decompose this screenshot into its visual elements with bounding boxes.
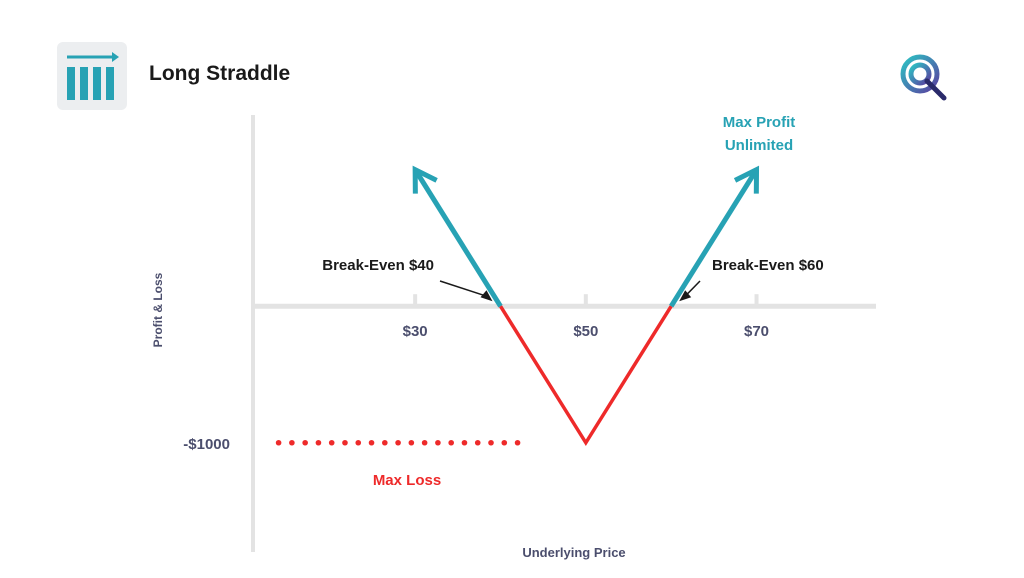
max-loss-dot (382, 439, 388, 446)
max-loss-dot (328, 439, 335, 446)
series-profit-right (669, 168, 759, 308)
page-title: Long Straddle (149, 62, 291, 85)
max-loss-dot (514, 439, 521, 446)
max-loss-dot (408, 439, 415, 446)
max-loss-dot (342, 439, 348, 446)
x-tick-label: $50 (573, 323, 598, 340)
annotation-break-even-40: Break-Even $40 (322, 257, 434, 274)
max-loss-dot (501, 439, 508, 446)
strategy-icon-tile (57, 42, 127, 110)
bar-chart-icon (67, 52, 119, 100)
annotation-break-even-60: Break-Even $60 (712, 257, 824, 274)
max-loss-dots (275, 439, 521, 446)
max-loss-dot (421, 439, 428, 446)
y-tick-labels: -$1000 (183, 436, 230, 453)
arrowhead-profit-left (412, 165, 438, 194)
payoff-lines (412, 165, 760, 447)
max-loss-dot (448, 439, 454, 446)
pointer-head-60 (679, 290, 692, 302)
max-loss-dot (355, 439, 362, 446)
series-profit-left (413, 168, 503, 308)
annotation-unlimited: Unlimited (725, 137, 793, 154)
max-loss-dot (368, 439, 375, 446)
q-logo-icon (900, 54, 947, 101)
y-tick-label: -$1000 (183, 436, 230, 453)
max-loss-dot (395, 439, 401, 446)
x-tick-label: $70 (744, 323, 769, 340)
x-tick-label: $30 (403, 323, 428, 340)
max-loss-dot (461, 439, 468, 446)
max-loss-dot (275, 439, 282, 446)
max-loss-dot (315, 439, 322, 446)
x-tick-marks (413, 294, 759, 307)
annotations: Break-Even $40 Break-Even $60 Max Profit Un… (322, 114, 824, 489)
max-loss-dot (474, 439, 481, 446)
pointer-break-even-40 (439, 280, 487, 297)
max-loss-dot (488, 439, 494, 446)
y-axis-label: Profit & Loss (151, 272, 165, 347)
max-loss-dot (289, 439, 295, 446)
annotation-max-profit: Max Profit (723, 114, 796, 131)
arrowhead-profit-right (733, 165, 760, 194)
x-axis-label: Underlying Price (522, 545, 625, 560)
series-loss (499, 305, 673, 447)
x-tick-labels: $30 $50 $70 (403, 323, 769, 340)
pointer-head-40 (480, 290, 493, 302)
max-loss-dot (435, 439, 441, 446)
annotation-max-loss: Max Loss (373, 472, 441, 489)
max-loss-dot (302, 439, 308, 446)
